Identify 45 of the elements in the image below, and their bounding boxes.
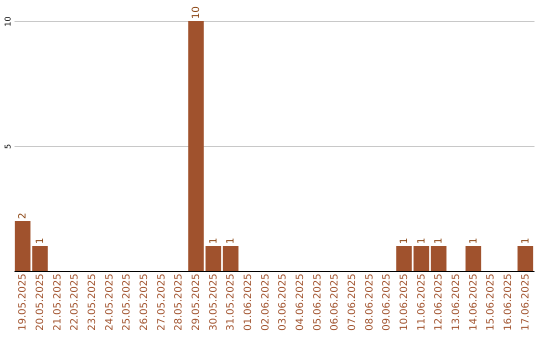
- x-tick-label: 29.05.2025: [191, 274, 202, 331]
- x-tick-label: 08.06.2025: [364, 274, 376, 331]
- data-label: 1: [35, 238, 46, 244]
- bar: [430, 246, 446, 271]
- data-label: 1: [434, 238, 445, 244]
- bar: [518, 246, 534, 271]
- x-tick-label: 17.06.2025: [520, 274, 532, 331]
- x-tick-label: 19.05.2025: [18, 274, 29, 331]
- data-label: 1: [208, 238, 220, 244]
- x-tick-label: 07.06.2025: [347, 274, 358, 331]
- x-tick-label: 04.06.2025: [295, 274, 306, 331]
- x-tick-label: 23.05.2025: [87, 274, 98, 331]
- x-tick-label: 28.05.2025: [174, 274, 185, 331]
- x-tick-label: 10.06.2025: [399, 274, 410, 331]
- data-label: 1: [468, 238, 480, 244]
- x-tick-label: 13.06.2025: [451, 274, 462, 331]
- data-label: 1: [226, 238, 237, 244]
- x-tick-label: 06.06.2025: [330, 274, 341, 331]
- x-tick-label: 05.06.2025: [312, 274, 324, 331]
- x-tick-label: 15.06.2025: [486, 274, 497, 331]
- data-label: 1: [416, 238, 428, 244]
- x-tick-label: 09.06.2025: [382, 274, 393, 331]
- x-tick-label: 27.05.2025: [156, 274, 168, 331]
- bar: [222, 246, 238, 271]
- x-tick-label: 30.05.2025: [208, 274, 220, 331]
- x-tick-label: 26.05.2025: [139, 274, 150, 331]
- data-label: 2: [18, 212, 29, 219]
- x-tick-label: 21.05.2025: [52, 274, 64, 331]
- x-tick-label: 01.06.2025: [243, 274, 254, 331]
- x-tick-label: 20.05.2025: [35, 274, 46, 331]
- data-label: 1: [399, 238, 410, 244]
- x-tick-label: 24.05.2025: [104, 274, 116, 331]
- data-label: 1: [520, 238, 532, 244]
- x-tick-label: 12.06.2025: [434, 274, 445, 331]
- x-tick-label: 02.06.2025: [260, 274, 272, 331]
- x-tick-label: 25.05.2025: [122, 274, 133, 331]
- bar: [466, 246, 482, 271]
- x-tick-label: 22.05.2025: [70, 274, 81, 331]
- x-tick-label: 14.06.2025: [468, 274, 480, 331]
- y-tick-label: 5: [4, 144, 12, 150]
- x-tick-label: 16.06.2025: [503, 274, 514, 331]
- data-label: 10: [191, 6, 202, 19]
- x-tick-label: 03.06.2025: [278, 274, 289, 331]
- x-tick-label: 31.05.2025: [226, 274, 237, 331]
- x-tick-label: 11.06.2025: [416, 274, 428, 331]
